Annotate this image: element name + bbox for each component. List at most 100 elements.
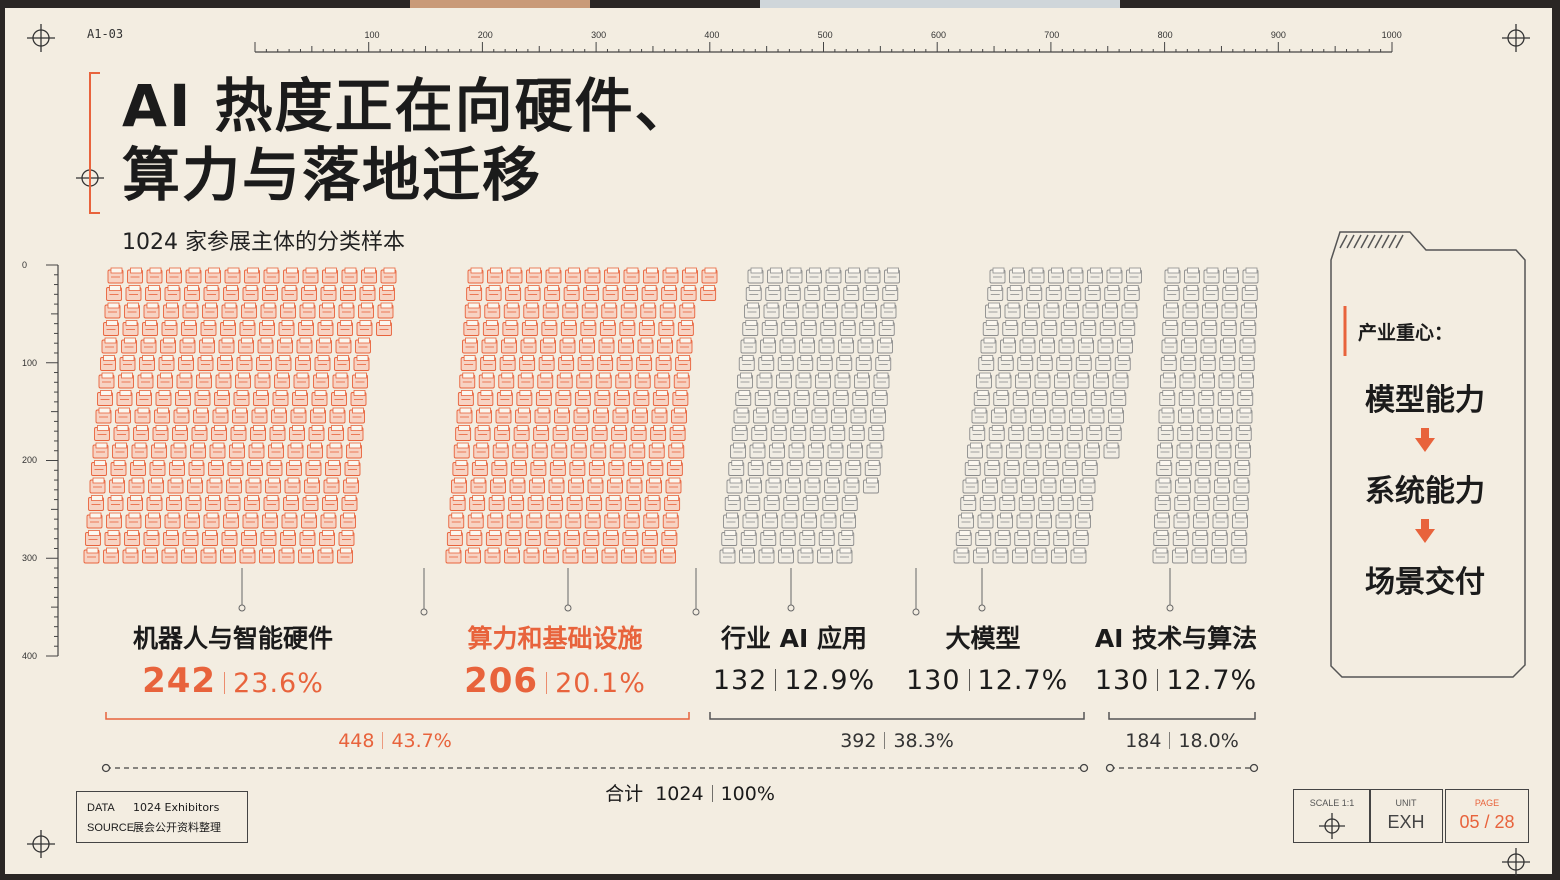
waffle-unit — [358, 302, 374, 319]
waffle-unit — [137, 372, 154, 389]
waffle-unit — [103, 320, 119, 336]
waffle-unit — [241, 530, 257, 546]
waffle-unit — [128, 477, 145, 494]
waffle-unit — [611, 425, 628, 441]
waffle-unit — [175, 390, 191, 406]
waffle-unit — [263, 267, 280, 284]
waffle-unit — [286, 460, 302, 476]
waffle-unit — [139, 355, 155, 371]
waffle-unit — [487, 267, 503, 284]
waffle-unit — [455, 425, 472, 441]
waffle-unit — [359, 285, 376, 301]
waffle-unit — [626, 477, 643, 494]
waffle-unit — [331, 390, 347, 406]
waffle-unit — [103, 547, 119, 564]
waffle-unit — [329, 407, 346, 424]
waffle-unit — [738, 355, 755, 371]
waffle-unit — [478, 372, 495, 389]
waffle-unit — [284, 477, 301, 494]
waffle-unit — [181, 320, 197, 336]
waffle-unit — [595, 372, 612, 389]
waffle-unit — [541, 320, 558, 336]
ruler-tick-label: 200 — [22, 455, 38, 466]
source-key: SOURCE — [87, 822, 135, 834]
waffle-unit — [660, 547, 676, 564]
group-count: 184 — [1125, 730, 1162, 752]
page-box: PAGE 05 / 28 — [1445, 789, 1529, 843]
waffle-unit — [602, 530, 619, 546]
waffle-unit — [92, 442, 109, 459]
scale-label: SCALE 1:1 — [1309, 798, 1355, 808]
waffle-unit — [526, 512, 543, 529]
ruler-tick-label: 800 — [1157, 30, 1173, 40]
total-pct: 100% — [720, 783, 775, 805]
waffle-unit — [304, 477, 320, 494]
waffle-unit — [278, 320, 295, 336]
waffle-unit — [616, 355, 633, 371]
waffle-unit — [334, 355, 350, 371]
waffle-unit — [637, 337, 654, 354]
waffle-unit — [601, 547, 618, 564]
waffle-unit — [259, 547, 275, 564]
ruler-tick-label: 300 — [591, 30, 607, 40]
waffle-unit — [731, 425, 748, 441]
waffle-unit — [579, 337, 595, 354]
waffle-unit — [356, 320, 373, 336]
waffle-unit — [548, 477, 565, 494]
waffle-unit — [164, 512, 181, 529]
waffle-unit — [229, 442, 245, 459]
waffle-unit — [502, 320, 519, 336]
panel-label: 产业重心： — [1358, 322, 1454, 344]
waffle-unit — [747, 267, 764, 284]
waffle-unit — [341, 495, 358, 511]
waffle-unit — [604, 512, 621, 529]
waffle-unit — [119, 355, 136, 371]
waffle-unit — [615, 372, 632, 389]
waffle-unit — [460, 355, 477, 371]
waffle-unit — [121, 337, 137, 354]
ruler-tick-label: 700 — [1044, 30, 1060, 40]
group-brackets — [101, 712, 1259, 773]
waffle-unit — [335, 337, 352, 354]
waffle-unit — [622, 285, 639, 301]
waffle-unit — [593, 407, 609, 424]
waffle-unit — [516, 390, 533, 406]
waffle-unit — [629, 442, 646, 459]
waffle-unit — [259, 320, 275, 336]
waffle-unit — [149, 460, 166, 476]
waffle-unit — [343, 477, 359, 494]
waffle-unit — [379, 285, 395, 301]
waffle-unit — [125, 512, 142, 529]
unit-box: UNIT EXH — [1369, 789, 1443, 843]
waffle-unit — [459, 372, 476, 389]
waffle-unit — [733, 407, 750, 424]
waffle-unit — [542, 302, 559, 319]
ruler-tick-label: 200 — [477, 30, 493, 40]
camera-strip — [410, 0, 590, 8]
waffle-unit — [326, 442, 343, 459]
waffle-unit — [161, 547, 178, 564]
waffle-unit — [163, 302, 179, 319]
waffle-unit — [661, 285, 678, 301]
waffle-unit — [659, 302, 676, 319]
waffle-unit — [265, 477, 281, 494]
waffle-unit — [544, 285, 561, 301]
waffle-unit — [106, 285, 122, 301]
waffle-unit — [125, 285, 142, 301]
waffle-unit — [145, 285, 161, 301]
waffle-unit — [170, 442, 187, 459]
ruler-tick-label: 500 — [817, 30, 833, 40]
waffle-unit — [224, 495, 241, 511]
title-line-2: 算力与落地迁移 — [122, 141, 543, 209]
waffle-unit — [453, 442, 470, 459]
waffle-unit — [275, 355, 292, 371]
waffle-unit — [173, 407, 190, 424]
waffle-unit — [470, 477, 487, 494]
waffle-unit — [320, 285, 337, 301]
waffle-unit — [647, 460, 664, 476]
waffle-unit — [172, 425, 188, 441]
waffle-unit — [130, 460, 146, 476]
waffle-unit — [203, 512, 220, 529]
waffle-unit — [209, 442, 226, 459]
waffle-unit — [456, 407, 473, 424]
